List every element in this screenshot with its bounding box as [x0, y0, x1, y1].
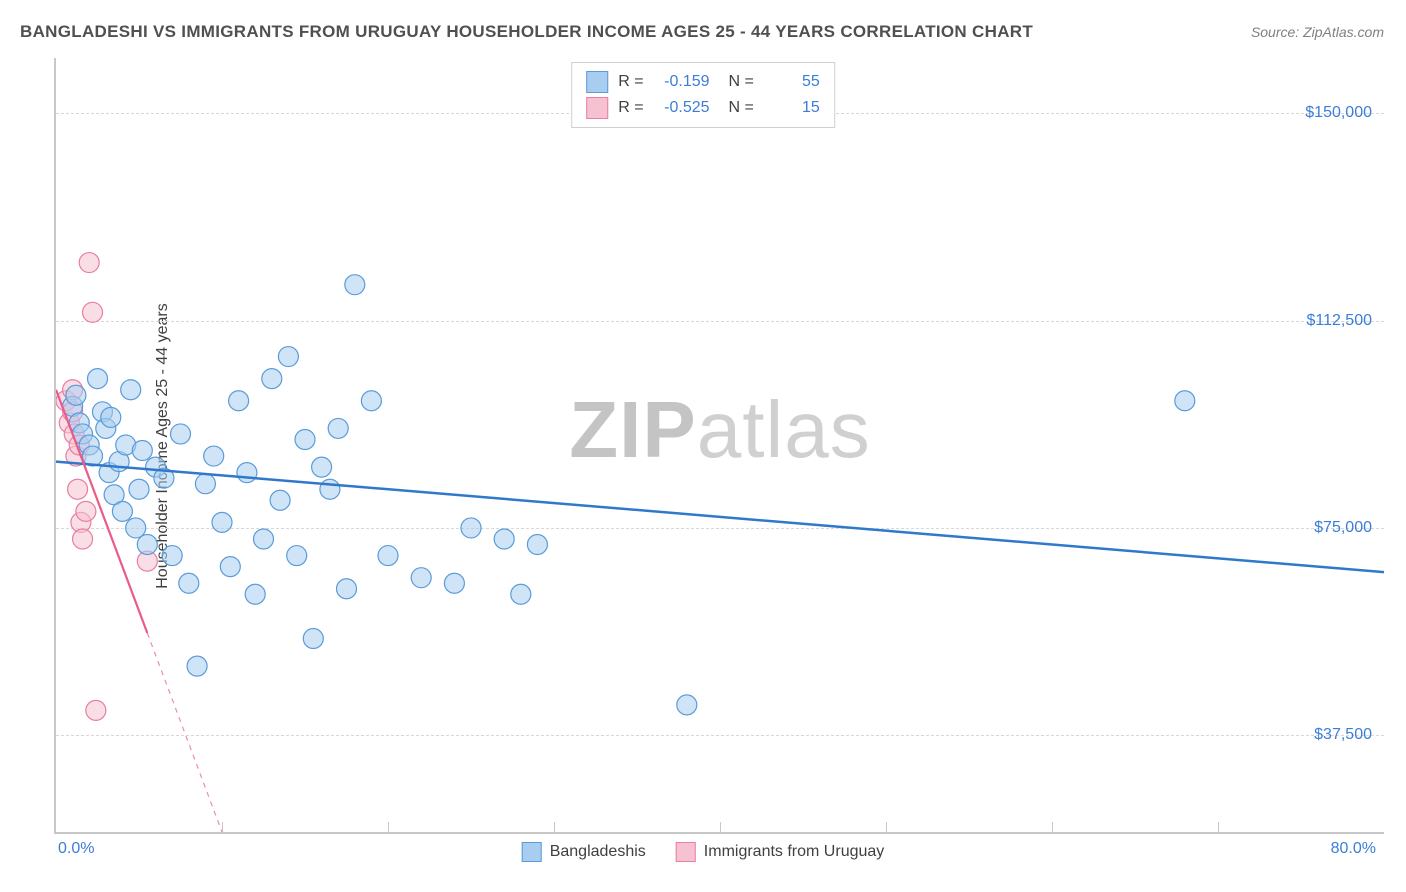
legend-stat-row: R = -0.159 N = 55 — [586, 69, 820, 95]
data-point — [137, 535, 157, 555]
data-point — [1175, 391, 1195, 411]
data-point — [278, 347, 298, 367]
data-point — [677, 695, 697, 715]
legend-item: Bangladeshis — [522, 842, 646, 862]
data-point — [361, 391, 381, 411]
n-label: N = — [720, 73, 754, 91]
r-value: -0.159 — [654, 73, 710, 91]
data-point — [88, 369, 108, 389]
data-point — [126, 518, 146, 538]
data-point — [295, 429, 315, 449]
data-point — [444, 573, 464, 593]
trend-line — [56, 462, 1384, 573]
data-point — [229, 391, 249, 411]
data-point — [212, 512, 232, 532]
data-point — [345, 275, 365, 295]
data-point — [86, 700, 106, 720]
data-point — [411, 568, 431, 588]
data-point — [237, 463, 257, 483]
legend-swatch — [676, 842, 696, 862]
data-point — [337, 579, 357, 599]
legend-stat-row: R = -0.525 N = 15 — [586, 95, 820, 121]
data-point — [527, 535, 547, 555]
correlation-legend: R = -0.159 N = 55R = -0.525 N = 15 — [571, 62, 835, 128]
data-point — [187, 656, 207, 676]
data-point — [76, 501, 96, 521]
plot-area: ZIPatlas $37,500$75,000$112,500$150,000 — [54, 58, 1384, 834]
data-point — [129, 479, 149, 499]
legend-swatch — [586, 97, 608, 119]
data-point — [245, 584, 265, 604]
data-point — [204, 446, 224, 466]
data-point — [378, 546, 398, 566]
data-point — [179, 573, 199, 593]
legend-item: Immigrants from Uruguay — [676, 842, 885, 862]
data-point — [262, 369, 282, 389]
trend-line-dashed — [147, 633, 288, 832]
data-point — [121, 380, 141, 400]
data-point — [461, 518, 481, 538]
r-label: R = — [618, 99, 643, 117]
data-point — [287, 546, 307, 566]
x-axis-max-label: 80.0% — [1331, 840, 1376, 858]
data-point — [79, 253, 99, 273]
data-point — [320, 479, 340, 499]
data-point — [328, 418, 348, 438]
scatter-svg — [56, 58, 1384, 832]
data-point — [73, 529, 93, 549]
data-point — [66, 385, 86, 405]
chart-title: BANGLADESHI VS IMMIGRANTS FROM URUGUAY H… — [20, 22, 1033, 42]
r-label: R = — [618, 73, 643, 91]
data-point — [254, 529, 274, 549]
data-point — [68, 479, 88, 499]
legend-label: Bangladeshis — [550, 843, 646, 861]
r-value: -0.525 — [654, 99, 710, 117]
legend-swatch — [586, 71, 608, 93]
data-point — [195, 474, 215, 494]
x-axis-min-label: 0.0% — [58, 840, 94, 858]
n-label: N = — [720, 99, 754, 117]
data-point — [303, 629, 323, 649]
data-point — [494, 529, 514, 549]
data-point — [312, 457, 332, 477]
data-point — [83, 302, 103, 322]
legend-swatch — [522, 842, 542, 862]
data-point — [101, 407, 121, 427]
data-point — [220, 557, 240, 577]
n-value: 15 — [764, 99, 820, 117]
data-point — [112, 501, 132, 521]
n-value: 55 — [764, 73, 820, 91]
series-legend: Bangladeshis Immigrants from Uruguay — [522, 842, 885, 862]
data-point — [162, 546, 182, 566]
data-point — [270, 490, 290, 510]
source-credit: Source: ZipAtlas.com — [1251, 24, 1384, 40]
legend-label: Immigrants from Uruguay — [704, 843, 885, 861]
data-point — [171, 424, 191, 444]
data-point — [511, 584, 531, 604]
data-point — [132, 441, 152, 461]
